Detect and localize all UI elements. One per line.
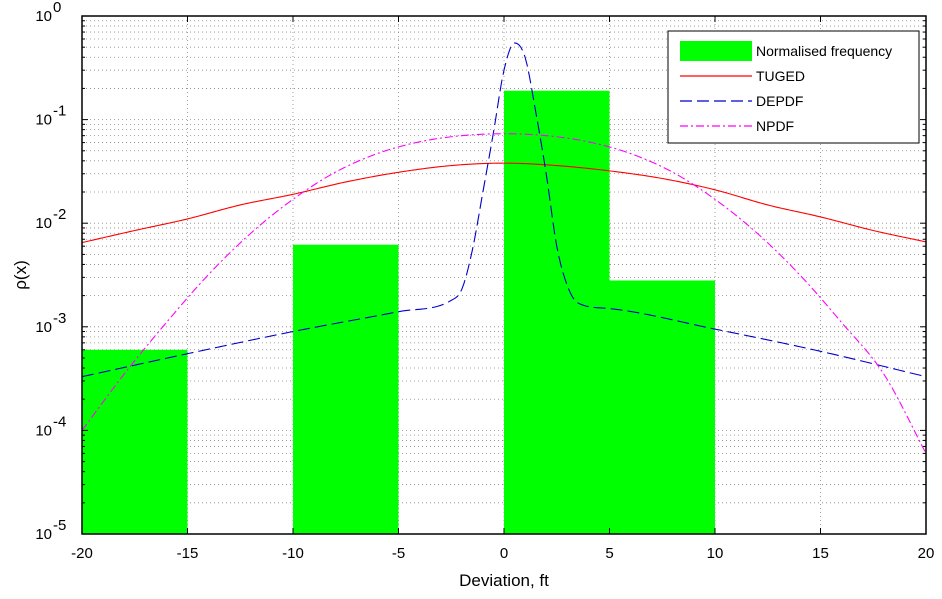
legend-label: TUGED [756, 68, 805, 84]
series-lines [81, 42, 927, 454]
legend: Normalised frequency TUGED DEPDF NPDF [667, 30, 920, 144]
y-tick-label-exponent: -2 [53, 206, 66, 223]
x-tick-label: 20 [918, 545, 935, 562]
histogram-bars [82, 90, 715, 534]
y-tick-label: 10 [35, 112, 52, 129]
y-tick-label-exponent: -4 [53, 413, 66, 430]
series-line-depdf [81, 42, 927, 378]
legend-label: NPDF [756, 118, 794, 134]
x-tick-label: -5 [392, 545, 405, 562]
x-tick-label: 10 [707, 545, 724, 562]
x-tick-label: -20 [71, 545, 93, 562]
histogram-bar [293, 244, 399, 534]
histogram-bar [82, 349, 188, 534]
histogram-bar [504, 90, 610, 534]
grid [81, 16, 927, 534]
legend-label: Normalised frequency [756, 43, 892, 59]
x-tick-label: -15 [177, 545, 199, 562]
x-tick-label: 0 [500, 545, 508, 562]
series-line-tuged [81, 162, 927, 244]
y-tick-label-exponent: 0 [53, 0, 61, 16]
y-tick-label-exponent: -1 [53, 103, 66, 120]
histogram-bar [609, 280, 715, 534]
legend-swatch [680, 41, 752, 61]
x-tick-labels: -20 -15 -10 -5 0 5 10 15 20 [71, 545, 934, 562]
x-tick-label: 5 [605, 545, 613, 562]
y-tick-label: 10 [35, 526, 52, 543]
series-line-npdf [81, 133, 927, 454]
y-tick-label: 10 [35, 8, 52, 25]
y-tick-label-exponent: -3 [53, 310, 66, 327]
y-tick-label: 10 [35, 215, 52, 232]
x-tick-label: 15 [812, 545, 829, 562]
x-axis-label: Deviation, ft [459, 571, 549, 590]
y-tick-label: 10 [35, 422, 52, 439]
legend-label: DEPDF [756, 93, 803, 109]
x-tick-label: -10 [282, 545, 304, 562]
y-tick-label: 10 [35, 319, 52, 336]
y-axis-label: ρ(x) [11, 260, 30, 290]
axis-ticks [81, 15, 927, 535]
y-tick-label-exponent: -5 [53, 517, 66, 534]
